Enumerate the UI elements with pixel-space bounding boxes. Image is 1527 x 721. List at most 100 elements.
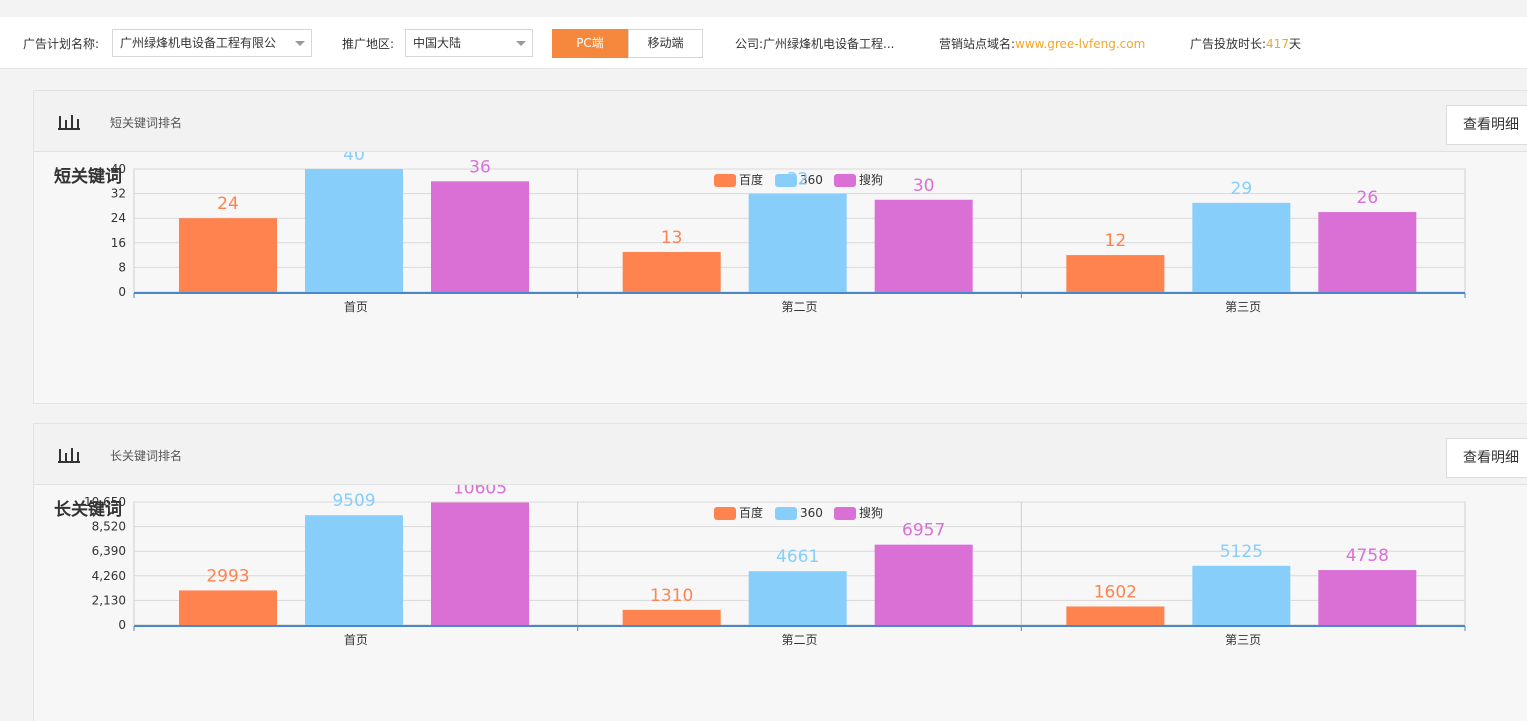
filter-bar: 广告计划名称: 广州绿烽机电设备工程有限公 推广地区: 中国大陆 PC端 移动端…	[0, 17, 1527, 69]
chart-title: 短关键词	[54, 166, 122, 187]
plan-label: 广告计划名称:	[23, 37, 100, 51]
bar	[179, 218, 277, 292]
data-label: 12	[1105, 231, 1127, 251]
data-label: 13	[661, 228, 683, 248]
data-label: 4758	[1346, 546, 1389, 566]
legend-label: 百度	[739, 172, 763, 187]
domain-label: 营销站点域名:	[939, 37, 1016, 51]
bar-chart-icon	[58, 115, 80, 130]
data-label: 9509	[332, 491, 375, 511]
panel-title: 长关键词排名	[110, 449, 183, 463]
bar	[431, 181, 529, 292]
region-select[interactable]: 中国大陆	[405, 29, 533, 57]
bar	[1318, 570, 1417, 625]
chevron-down-icon	[510, 30, 532, 56]
bar	[305, 169, 403, 292]
company-label: 公司:	[735, 37, 764, 51]
chart-title: 长关键词	[54, 499, 122, 520]
legend-label: 360	[800, 506, 823, 520]
legend-label: 360	[800, 173, 823, 187]
data-label: 1602	[1094, 582, 1137, 602]
bar	[1192, 565, 1291, 625]
duration-unit: 天	[1288, 37, 1301, 51]
legend-swatch	[775, 174, 797, 187]
legend-swatch	[714, 507, 736, 520]
panel-header: 短关键词排名 查看明细	[34, 91, 1527, 152]
data-label: 32	[787, 170, 809, 190]
bar	[179, 590, 277, 625]
panel-title: 短关键词排名	[110, 116, 183, 130]
bar	[874, 199, 973, 292]
x-tick-label: 首页	[344, 300, 368, 314]
legend-swatch	[714, 174, 736, 187]
legend-label: 搜狗	[859, 172, 883, 187]
legend-label: 百度	[739, 505, 763, 520]
chevron-down-icon	[289, 30, 311, 56]
pc-toggle-button[interactable]: PC端	[552, 29, 628, 58]
y-tick-label: 16	[111, 236, 126, 250]
data-label: 6957	[902, 521, 945, 541]
y-tick-label: 2,130	[92, 593, 126, 607]
y-tick-label: 6,390	[92, 544, 126, 558]
bar	[431, 502, 529, 625]
short-keyword-panel: 短关键词排名 查看明细 短关键词 百度 360 搜狗 0 8 16 24 32 40 首页 第二页 第三…	[33, 90, 1527, 404]
duration-label: 广告投放时长:	[1190, 37, 1267, 51]
data-label: 36	[469, 157, 491, 177]
y-tick-label: 40	[111, 162, 126, 176]
view-details-button[interactable]: 查看明细	[1446, 438, 1527, 478]
data-label: 10605	[453, 485, 507, 499]
company-info: 公司:广州绿烽机电设备工程...	[735, 35, 895, 52]
company-value: 广州绿烽机电设备工程...	[763, 37, 895, 51]
x-tick-label: 首页	[344, 633, 368, 647]
data-label: 30	[913, 176, 935, 196]
bar	[1192, 202, 1291, 292]
domain-info: 营销站点域名:www.gree-lvfeng.com	[939, 35, 1145, 52]
mobile-toggle-button[interactable]: 移动端	[628, 29, 703, 58]
domain-value[interactable]: www.gree-lvfeng.com	[1015, 37, 1146, 51]
duration-value: 417	[1266, 37, 1289, 51]
data-label: 24	[217, 194, 239, 214]
bar	[1066, 255, 1165, 292]
region-select-value: 中国大陆	[413, 36, 462, 50]
plan-select[interactable]: 广州绿烽机电设备工程有限公	[112, 29, 312, 57]
data-label: 1310	[650, 586, 693, 606]
data-label: 40	[343, 152, 365, 165]
bar	[622, 252, 721, 292]
y-tick-label: 8	[118, 260, 126, 274]
x-tick-label: 第三页	[1225, 633, 1261, 647]
bar	[1318, 212, 1417, 292]
x-tick-label: 第二页	[781, 300, 817, 314]
legend-label: 搜狗	[859, 505, 883, 520]
region-label: 推广地区:	[342, 37, 395, 51]
short-keyword-chart: 短关键词 百度 360 搜狗 0 8 16 24 32 40 首页 第二页 第三页 24 40 36 13 32 3…	[54, 152, 1466, 314]
y-tick-label: 10,650	[84, 495, 126, 509]
y-tick-label: 8,520	[92, 520, 126, 534]
bar	[874, 544, 973, 625]
x-tick-label: 第三页	[1225, 300, 1261, 314]
legend-swatch	[834, 174, 856, 187]
data-label: 4661	[776, 547, 819, 567]
y-tick-label: 4,260	[92, 569, 126, 583]
view-details-button[interactable]: 查看明细	[1446, 105, 1527, 145]
bar	[305, 515, 403, 625]
panel-header: 长关键词排名 查看明细	[34, 424, 1527, 485]
y-tick-label: 0	[118, 618, 126, 632]
bar	[748, 193, 847, 292]
x-tick-label: 第二页	[781, 633, 817, 647]
data-label: 5125	[1220, 542, 1263, 562]
long-keyword-panel: 长关键词排名 查看明细 长关键词 百度 360 搜狗 0 2,130 4,260 6,390 8…	[33, 423, 1527, 721]
y-tick-label: 0	[118, 285, 126, 299]
y-tick-label: 32	[111, 187, 126, 201]
plan-select-value: 广州绿烽机电设备工程有限公	[120, 36, 277, 50]
data-label: 29	[1231, 179, 1253, 199]
long-keyword-chart: 长关键词 百度 360 搜狗 0 2,130 4,260 6,390 8,520 10,650 首页…	[54, 485, 1466, 647]
bar	[1066, 606, 1165, 625]
data-label: 2993	[206, 566, 249, 586]
bar	[622, 609, 721, 625]
duration-info: 广告投放时长:417天	[1190, 35, 1301, 52]
legend-swatch	[775, 507, 797, 520]
bar	[748, 571, 847, 625]
data-label: 26	[1357, 188, 1379, 208]
legend-swatch	[834, 507, 856, 520]
bar-chart-icon	[58, 448, 80, 463]
